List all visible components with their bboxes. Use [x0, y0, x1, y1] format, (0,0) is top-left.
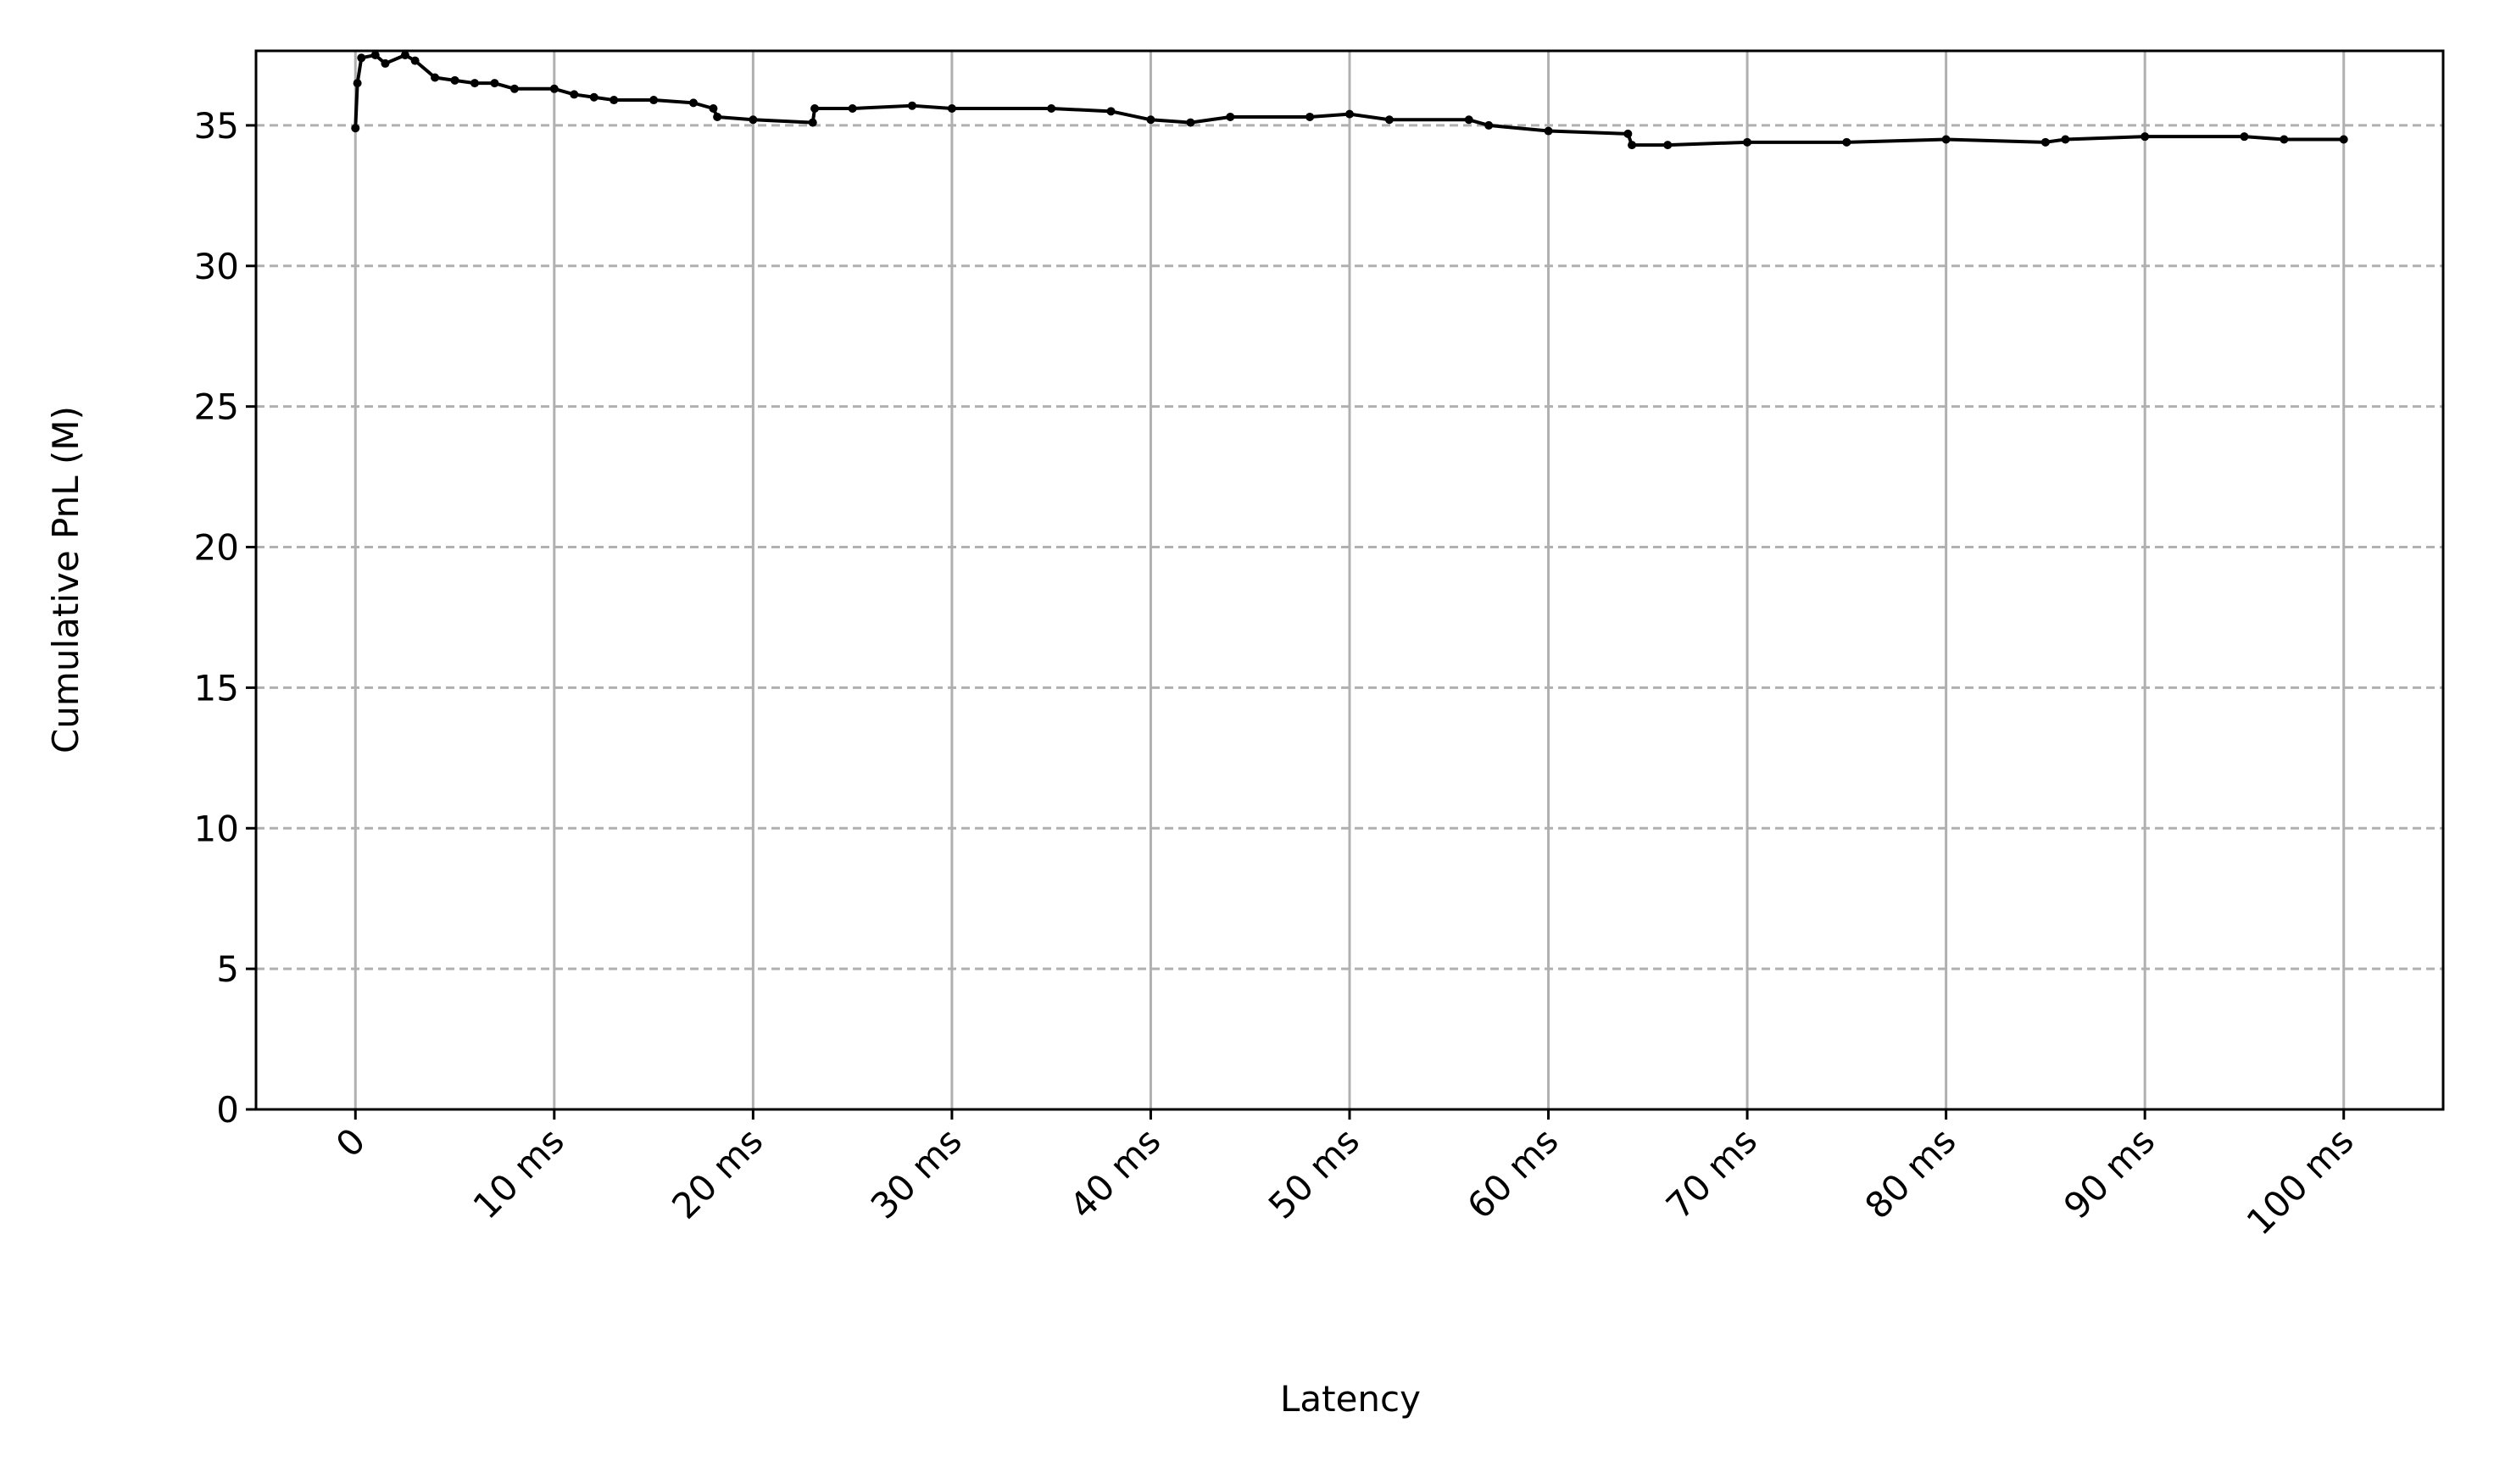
x-tick-label: 50 ms	[1261, 1120, 1367, 1226]
series-point	[1941, 135, 1951, 144]
y-tick-label: 20	[194, 527, 239, 569]
series-point	[1842, 137, 1851, 147]
series-point	[589, 92, 598, 102]
series-point	[1226, 112, 1235, 121]
series-point	[1305, 112, 1315, 121]
series-point	[2280, 135, 2289, 144]
series-point	[1544, 126, 1553, 136]
series-point	[713, 112, 722, 121]
series-point	[2061, 135, 2070, 144]
series-point	[1484, 120, 1494, 130]
y-tick-label: 10	[194, 808, 239, 849]
series-point	[509, 84, 519, 93]
x-tick-label: 0	[328, 1120, 374, 1165]
series-point	[431, 73, 440, 82]
y-tick-label: 30	[194, 246, 239, 287]
x-tick-label: 30 ms	[863, 1120, 970, 1226]
series-point	[1628, 141, 1637, 150]
x-tick-label: 10 ms	[465, 1120, 572, 1226]
series-point	[357, 53, 366, 63]
series-point	[810, 104, 820, 114]
plot-frame	[254, 49, 2445, 1111]
series-point	[549, 84, 559, 93]
series-point	[2240, 132, 2249, 142]
y-tick-label: 35	[194, 105, 239, 147]
series-point	[2339, 135, 2348, 144]
y-tick-label: 25	[194, 386, 239, 428]
series-point	[1186, 118, 1195, 127]
series-point	[1146, 115, 1155, 125]
y-tick-label: 15	[194, 667, 239, 709]
series-point	[848, 104, 857, 114]
x-tick-label: 90 ms	[2056, 1120, 2163, 1226]
series-point	[1384, 115, 1394, 125]
series-point	[450, 75, 459, 85]
y-tick-label: 0	[216, 1089, 239, 1131]
x-tick-label: 40 ms	[1061, 1120, 1168, 1226]
series-point	[1663, 141, 1673, 150]
y-tick-label: 5	[216, 948, 239, 990]
series-point	[570, 90, 579, 99]
series-point	[749, 115, 758, 125]
series-point	[808, 118, 817, 127]
series-point	[1047, 104, 1056, 114]
x-tick-label: 80 ms	[1857, 1120, 1963, 1226]
x-tick-label: 60 ms	[1459, 1120, 1566, 1226]
x-tick-label: 100 ms	[2239, 1120, 2362, 1242]
x-axis-label: Latency	[1280, 1378, 1421, 1420]
series-point	[381, 58, 390, 68]
series-point	[1623, 129, 1633, 138]
series-point	[1345, 109, 1354, 119]
series-point	[2140, 132, 2150, 142]
series-point	[470, 79, 479, 88]
series-point	[908, 101, 916, 110]
series-point	[351, 124, 360, 133]
series-point	[1464, 115, 1473, 125]
series-point	[1743, 137, 1752, 147]
series-point	[400, 50, 409, 59]
series-point	[610, 96, 619, 105]
series-point	[1106, 107, 1116, 116]
series-point	[689, 98, 698, 108]
series-point	[370, 50, 380, 59]
y-axis-label: Cumulative PnL (M)	[45, 406, 86, 753]
series-point	[2040, 137, 2050, 147]
series-point	[709, 104, 718, 114]
x-tick-label: 70 ms	[1658, 1120, 1765, 1226]
series-point	[947, 104, 956, 114]
series-point	[353, 79, 362, 88]
series-point	[649, 96, 659, 105]
series-point	[490, 79, 499, 88]
x-tick-label: 20 ms	[664, 1120, 771, 1226]
series-point	[410, 56, 420, 65]
